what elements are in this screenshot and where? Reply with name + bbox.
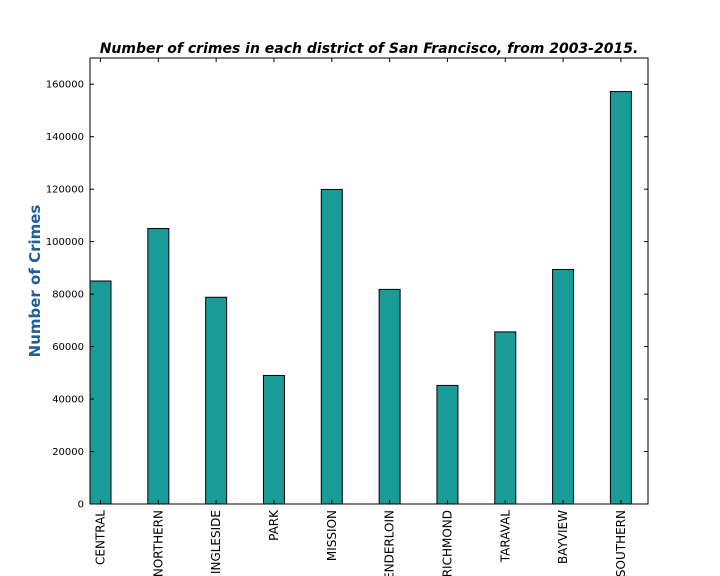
y-axis-label: Number of Crimes [26, 205, 44, 358]
x-tick-label: BAYVIEW [556, 510, 570, 564]
chart-title: Number of crimes in each district of San… [100, 41, 639, 57]
bar-bayview [552, 268, 575, 505]
x-tick-label: RICHMOND [440, 510, 454, 576]
bar-tenderloin [378, 288, 401, 505]
bar-southern [609, 91, 632, 505]
x-tick-label: INGLESIDE [209, 510, 223, 574]
x-tick-label: CENTRAL [94, 510, 108, 565]
y-tick-label: 160000 [46, 80, 84, 91]
x-tick-label: MISSION [325, 510, 339, 561]
y-tick-label: 120000 [46, 185, 84, 196]
bar-northern [147, 228, 170, 505]
y-ticks-group: 0 20000 40000 60000 80000 100000 120000 140000 1… [46, 80, 648, 511]
y-tick-label: 0 [78, 500, 84, 511]
x-tick-label: SOUTHERN [614, 510, 628, 576]
bars-group [89, 91, 632, 505]
x-tick-label: TARAVAL [498, 510, 512, 564]
x-tick-label: PARK [267, 509, 281, 541]
bar-park [262, 374, 285, 505]
x-tick-label: TENDERLOIN [383, 510, 397, 576]
y-tick-label: 20000 [52, 447, 84, 458]
plot-frame [89, 57, 649, 505]
y-tick-label: 100000 [46, 237, 84, 248]
bar-central [89, 280, 112, 505]
bar-ingleside [205, 296, 228, 505]
x-ticks-group: CENTRAL NORTHERN INGLESIDE PARK MISSION TENDE… [94, 58, 628, 576]
bar-richmond [436, 384, 459, 505]
bar-taraval [494, 331, 517, 505]
x-tick-label: NORTHERN [151, 510, 165, 576]
y-tick-label: 140000 [46, 132, 84, 143]
y-tick-label: 80000 [52, 290, 84, 301]
y-tick-label: 60000 [52, 342, 84, 353]
y-tick-label: 40000 [52, 395, 84, 406]
bar-mission [320, 188, 343, 505]
